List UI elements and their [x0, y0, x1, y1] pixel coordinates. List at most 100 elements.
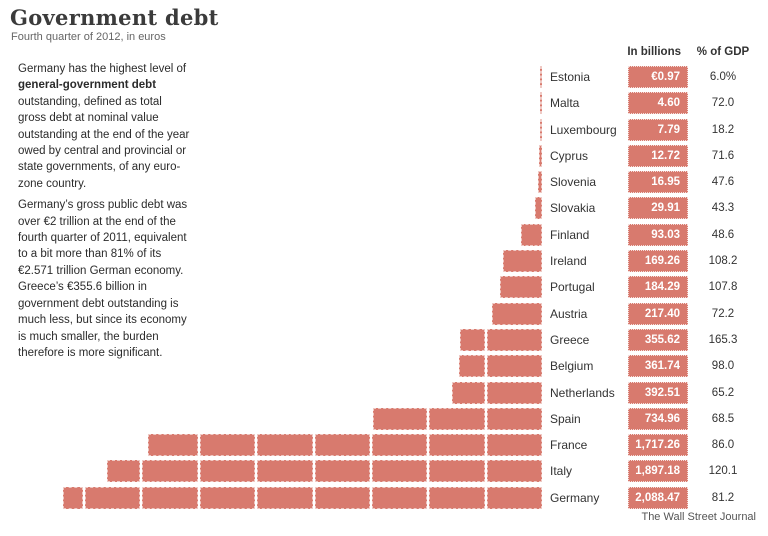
debt-bar-cyprus: [20, 144, 542, 167]
chart-row-slovenia: Slovenia 16.95 47.6: [20, 171, 758, 194]
debt-bar-portugal: [20, 276, 542, 299]
debt-value-billions: 93.03: [628, 223, 688, 246]
bar-segment: [540, 66, 542, 88]
bar-segment: [486, 355, 542, 378]
bar-segment: [147, 434, 198, 457]
country-label: Cyprus: [550, 148, 589, 163]
bar-segment: [429, 460, 485, 483]
country-label: Slovakia: [550, 201, 596, 216]
debt-value-billions: 355.62: [628, 328, 688, 351]
debt-bar-slovenia: [20, 171, 542, 194]
pct-of-gdp-value: 86.0: [711, 439, 735, 452]
debt-bar-belgium: [20, 355, 542, 378]
debt-bar-greece: [20, 328, 542, 351]
bar-segment: [199, 434, 256, 457]
pct-of-gdp-value: 72.0: [711, 97, 735, 110]
debt-value-billions: 1,897.18: [628, 460, 688, 483]
debt-value-billions: 392.51: [628, 381, 688, 404]
bar-segment: [314, 434, 370, 457]
bar-segment: [486, 434, 542, 457]
debt-bar-finland: [20, 223, 542, 246]
debt-bar-estonia: [20, 66, 542, 88]
bar-segment: [257, 486, 313, 509]
debt-bar-germany: [20, 486, 542, 509]
description-paragraph-2: Germany’s gross public debt was over €2 …: [18, 199, 188, 359]
chart-row-slovakia: Slovakia 29.91 43.3: [20, 197, 758, 220]
debt-bar-france: [20, 434, 542, 457]
country-label: Slovenia: [550, 175, 597, 190]
chart-row-netherlands: Netherlands 392.51 65.2: [20, 381, 758, 404]
country-label: Luxembourg: [550, 122, 617, 137]
chart-row-portugal: Portugal 184.29 107.8: [20, 276, 758, 299]
debt-bar-austria: [20, 302, 542, 325]
debt-value-billions: 16.95: [628, 171, 688, 194]
country-label: Estonia: [550, 70, 591, 84]
chart-row-cyprus: Cyprus 12.72 71.6: [20, 144, 758, 167]
bar-segment: [486, 381, 542, 404]
bar-segment: [538, 171, 542, 194]
debt-value-billions: 1,717.26: [628, 434, 688, 457]
debt-value-billions: 4.60: [628, 92, 688, 115]
pct-of-gdp-value: 48.6: [711, 228, 735, 241]
bar-segment: [486, 460, 542, 483]
debt-bar-ireland: [20, 250, 542, 273]
pct-of-gdp-value: 43.3: [711, 202, 735, 215]
pct-of-gdp-value: 6.0%: [709, 71, 737, 83]
table-column-headers: In billions % of GDP: [20, 46, 758, 58]
country-label: Spain: [550, 411, 581, 426]
country-label: Italy: [550, 464, 573, 479]
bar-segment: [85, 486, 141, 509]
bar-segment: [314, 460, 370, 483]
bar-segment: [459, 355, 485, 378]
chart-row-finland: Finland 93.03 48.6: [20, 223, 758, 246]
pct-of-gdp-value: 18.2: [711, 123, 735, 136]
chart-row-greece: Greece 355.62 165.3: [20, 328, 758, 351]
bar-segment: [142, 486, 198, 509]
bar-segment: [540, 92, 542, 115]
chart-row-ireland: Ireland 169.26 108.2: [20, 250, 758, 273]
chart-row-germany: Germany 2,088.47 81.2: [20, 486, 758, 509]
bar-segment: [429, 486, 485, 509]
bar-segment: [460, 328, 485, 351]
debt-bar-spain: [20, 407, 542, 430]
pct-of-gdp-value: 71.6: [711, 149, 735, 162]
page-title: Government debt: [10, 5, 219, 30]
chart-row-spain: Spain 734.96 68.5: [20, 407, 758, 430]
chart-row-malta: Malta 4.60 72.0: [20, 92, 758, 115]
bar-segment: [451, 381, 485, 404]
pct-of-gdp-value: 108.2: [708, 255, 738, 268]
country-label: Finland: [550, 227, 590, 242]
chart-row-luxembourg: Luxembourg 7.79 18.2: [20, 118, 758, 141]
bar-segment: [371, 434, 428, 457]
pct-of-gdp-value: 47.6: [711, 176, 735, 189]
bar-segment: [62, 486, 83, 509]
bar-segment: [520, 223, 542, 246]
debt-value-billions: 7.79: [628, 118, 688, 141]
debt-bar-slovakia: [20, 197, 542, 220]
debt-value-billions: €0.97: [628, 66, 688, 88]
pct-of-gdp-value: 98.0: [711, 360, 735, 373]
country-label: Portugal: [550, 280, 595, 295]
bar-segment: [492, 302, 542, 325]
bar-segment: [199, 460, 256, 483]
country-label: Malta: [550, 96, 580, 111]
column-header-spacer: [20, 46, 542, 58]
column-header-in-billions: In billions: [627, 46, 681, 58]
bar-segment: [142, 460, 198, 483]
country-label: Ireland: [550, 254, 587, 269]
debt-value-billions: 169.26: [628, 250, 688, 273]
debt-value-billions: 184.29: [628, 276, 688, 299]
debt-value-billions: 361.74: [628, 355, 688, 378]
chart-row-austria: Austria 217.40 72.2: [20, 302, 758, 325]
bar-segment: [314, 486, 370, 509]
debt-value-billions: 734.96: [628, 407, 688, 430]
bar-segment: [257, 460, 313, 483]
bar-segment: [486, 328, 542, 351]
debt-bar-netherlands: [20, 381, 542, 404]
debt-value-billions: 217.40: [628, 302, 688, 325]
bar-segment: [373, 407, 428, 430]
country-label: Austria: [550, 306, 588, 321]
pct-of-gdp-value: 65.2: [711, 386, 735, 399]
description-para1-pre: Germany has the highest level of: [18, 63, 187, 75]
bar-segment: [371, 460, 428, 483]
